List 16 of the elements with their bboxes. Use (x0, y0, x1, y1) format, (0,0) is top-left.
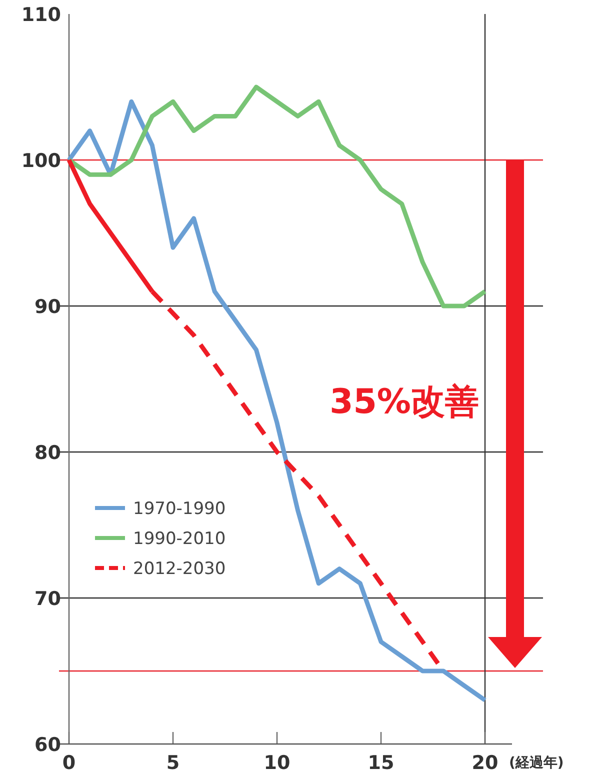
y-tick-label: 90 (34, 296, 61, 318)
x-tick-label: 0 (62, 752, 76, 774)
y-tick-label: 110 (21, 4, 61, 26)
annotation: 35%改善 (330, 382, 479, 422)
x-tick-label: 5 (166, 752, 180, 774)
y-tick-label: 80 (34, 442, 61, 464)
y-tick-label: 70 (34, 588, 61, 610)
x-tick-label: 10 (264, 752, 290, 774)
legend-label: 1970-1990 (133, 499, 226, 519)
y-tick-label: 60 (34, 734, 61, 756)
x-tick-label: 15 (368, 752, 394, 774)
y-tick-label: 100 (21, 150, 61, 172)
x-tick-label: 20 (472, 752, 498, 774)
legend-label: 2012-2030 (133, 559, 226, 579)
legend-label: 1990-2010 (133, 529, 226, 549)
x-axis-title: (経過年) (509, 755, 564, 771)
